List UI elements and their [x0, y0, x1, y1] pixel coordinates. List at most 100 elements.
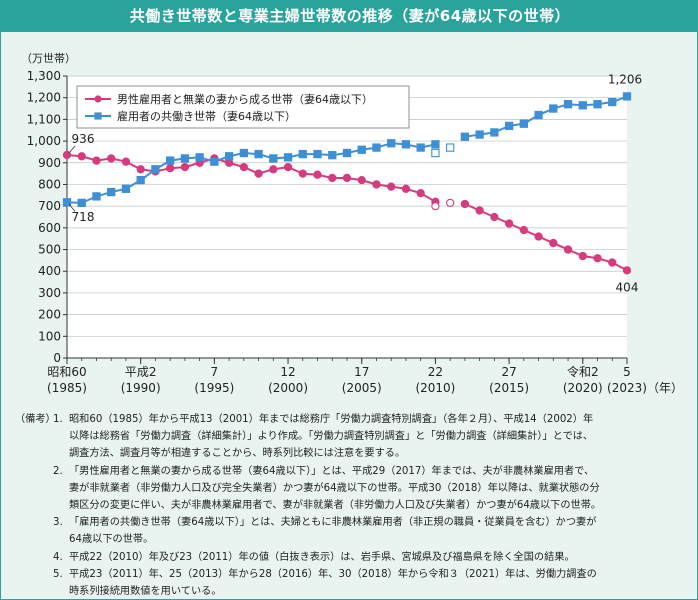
data-point-series-1	[446, 198, 455, 208]
notes-label	[15, 428, 53, 445]
data-point-series-2	[578, 101, 587, 110]
x-tick-label-era: 12	[280, 365, 295, 379]
data-point-series-1	[313, 170, 322, 179]
data-point-series-2	[431, 140, 440, 149]
x-tick-label-year: (1990)	[121, 381, 161, 395]
notes-label	[15, 445, 53, 462]
notes-label	[15, 463, 53, 480]
note-text: 類区分の変更に伴い、夫が非農林業雇用者で、妻が非就業者（非労働力人口及び失業者）…	[69, 500, 602, 512]
note-number	[53, 583, 69, 600]
note-text: 平成22（2010）年及び23（2011）年の値（白抜き表示）は、岩手県、宮城県…	[69, 551, 575, 563]
data-point-series-2	[401, 140, 411, 149]
data-point-series-2	[195, 153, 204, 162]
note-text: 時系列接続用数値を用いている。	[69, 586, 222, 598]
note-number: 1.	[53, 414, 63, 425]
line-chart: 0 100 200 300 400 500 600 700 800 900 1,000 1,100 1,…	[21, 52, 683, 395]
data-point-series-1	[121, 157, 131, 166]
notes-section: （備考） 1. 昭和60（1985）年から平成13（2001）年までは総務庁「労働力…	[15, 411, 691, 600]
data-point-series-2	[136, 175, 145, 185]
data-point-series-2	[298, 149, 307, 159]
data-point-series-2	[92, 192, 101, 201]
note-line: （備考） 1. 昭和60（1985）年から平成13（2001）年までは総務庁「労働力…	[15, 411, 691, 428]
data-point-series-1	[342, 173, 352, 183]
notes-label	[15, 549, 53, 566]
note-number	[53, 531, 69, 548]
notes-label	[15, 480, 53, 497]
x-tick-label-year: (1995)	[194, 381, 234, 395]
y-tick-label: 100	[38, 329, 61, 343]
note-line: 64歳以下の世帯。	[15, 531, 691, 548]
x-tick-label-year: (2005)	[342, 381, 382, 395]
x-tick-label-era: 27	[501, 365, 516, 379]
x-tick-label-year: (1985)	[47, 381, 87, 395]
note-line: 調査方法、調査月等が相違することから、時系列比較には注意を要する。	[15, 445, 691, 462]
y-tick-label: 400	[38, 264, 61, 278]
y-tick-label: 1,200	[27, 91, 61, 105]
data-point-series-2	[446, 143, 455, 152]
label-leader	[68, 203, 76, 212]
y-tick-label: 1,300	[27, 69, 61, 83]
data-point-series-1	[401, 184, 411, 193]
notes-label	[15, 566, 53, 583]
x-tick-label-era: 17	[354, 365, 369, 379]
data-point-series-2	[504, 121, 514, 131]
data-point-series-2	[210, 157, 219, 166]
note-number: 4.	[53, 551, 63, 563]
notes-label	[15, 531, 53, 548]
data-point-series-1	[460, 199, 470, 209]
data-point-series-1	[298, 169, 307, 178]
note-line: 5. 平成23（2011）年、25（2013）年から28（2016）年、30（20…	[15, 566, 691, 583]
data-point-series-1	[283, 162, 293, 172]
legend-marker-square	[94, 112, 102, 120]
data-point-series-1	[504, 219, 514, 228]
data-point-series-2	[328, 151, 337, 160]
note-line: 時系列接続用数値を用いている。	[15, 583, 691, 600]
y-tick-label: 700	[38, 199, 61, 213]
note-number	[53, 480, 69, 497]
note-line: 2. 「男性雇用者と無業の妻から成る世帯（妻64歳以下）」とは、平成29（2017…	[15, 463, 691, 480]
y-tick-label: 200	[38, 308, 61, 322]
data-point-series-2	[608, 97, 617, 107]
x-tick-label-year: (2015)	[489, 381, 529, 395]
y-tick-label: 500	[38, 243, 61, 257]
data-point-series-1	[166, 164, 175, 173]
note-number	[53, 445, 69, 462]
note-line: 類区分の変更に伴い、夫が非農林業雇用者で、妻が非就業者（非労働力人口及び失業者）…	[15, 497, 691, 514]
x-tick-label-era: 平成2	[125, 365, 157, 379]
data-point-series-2	[180, 154, 190, 163]
data-point-series-1	[357, 175, 366, 185]
note-text: 64歳以下の世帯。	[69, 534, 154, 546]
data-point-series-2	[107, 187, 116, 197]
note-number: 5.	[53, 568, 63, 580]
note-line: 3. 「雇用者の共働き世帯（妻64歳以下）」とは、夫婦ともに非農林業雇用者（非正規…	[15, 514, 691, 531]
y-tick-label: 800	[38, 177, 61, 191]
data-point-hollow-series-2	[431, 148, 440, 158]
chart-area: 0 100 200 300 400 500 600 700 800 900 1,000 1,100 1,…	[1, 32, 698, 406]
x-axis-unit-label: （年）	[647, 381, 683, 395]
data-point-series-1	[136, 165, 145, 174]
y-tick-label: 300	[38, 286, 61, 300]
data-point-series-1	[107, 154, 116, 163]
note-text: 平成23（2011）年、25（2013）年から28（2016）年、30（2018…	[69, 568, 597, 580]
data-point-series-1	[239, 162, 248, 172]
y-tick-label: 900	[38, 156, 61, 170]
data-point-series-1	[372, 180, 381, 189]
note-number	[53, 497, 69, 514]
x-tick-label-era: 令和2	[567, 364, 599, 379]
data-point-series-1	[269, 165, 278, 174]
data-point-series-2	[342, 148, 352, 158]
data-point-series-2	[372, 143, 381, 152]
notes-label	[15, 497, 53, 514]
data-point-series-2	[475, 130, 484, 139]
x-tick-label-era: 7	[211, 365, 219, 379]
data-point-series-2	[622, 92, 632, 101]
note-number	[53, 428, 69, 445]
label-leader	[68, 145, 76, 154]
y-tick-label: 1,100	[27, 112, 61, 126]
data-point-series-2	[269, 154, 278, 163]
y-axis-label: （万世帯）	[21, 52, 76, 65]
data-label: 1,206	[608, 72, 642, 86]
note-line: 妻が非就業者（非労働力人口及び完全失業者）かつ妻が64歳以下の世帯。平成30（2…	[15, 480, 691, 497]
data-point-series-1	[578, 251, 587, 261]
x-tick-label-era: 22	[428, 365, 443, 379]
